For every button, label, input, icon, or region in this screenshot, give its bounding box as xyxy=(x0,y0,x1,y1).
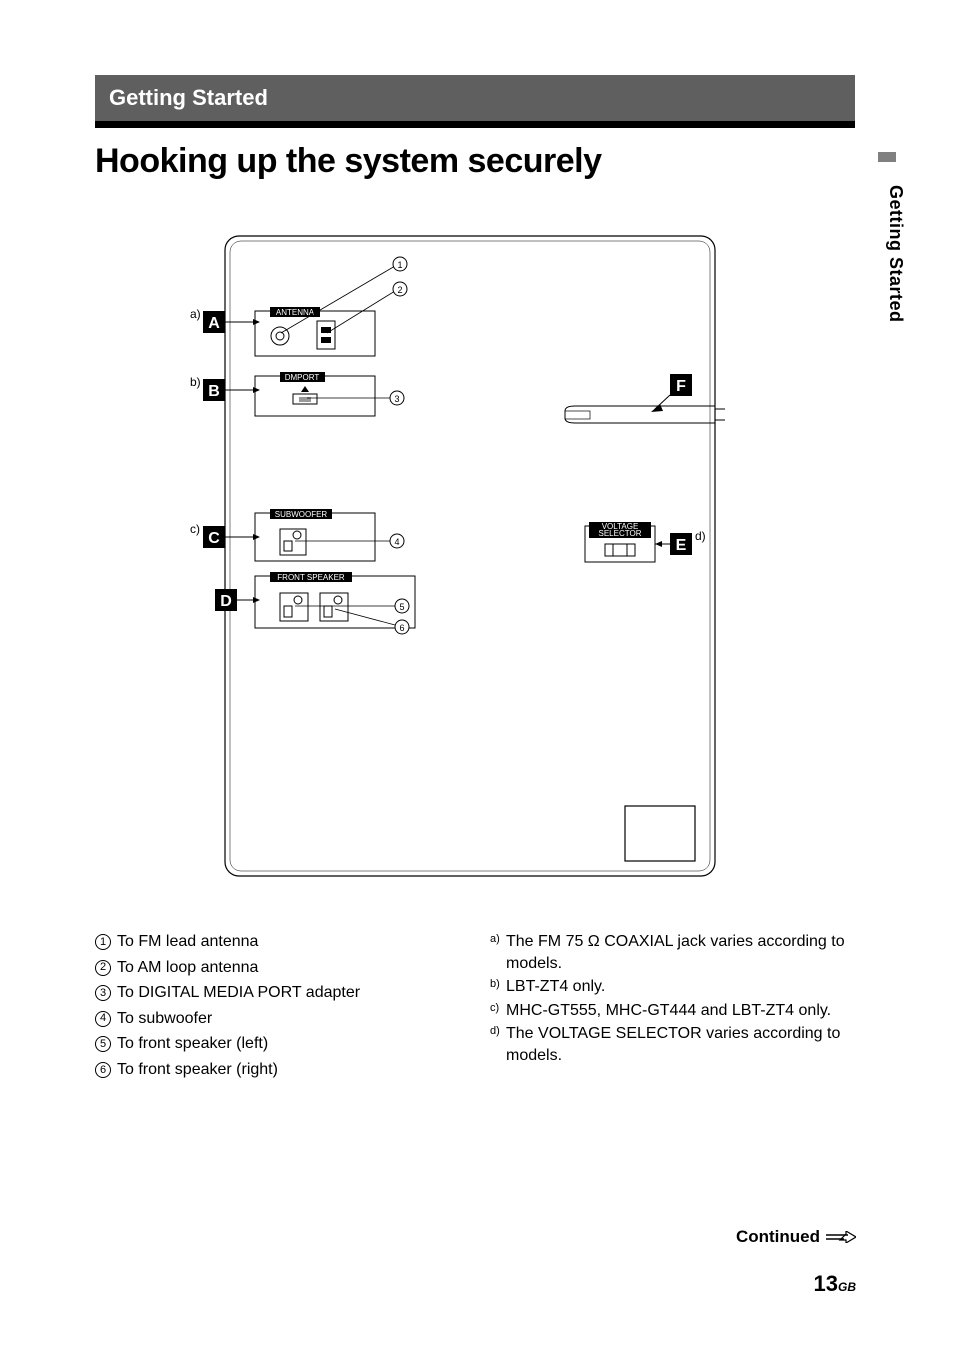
footnote-a-marker: a) xyxy=(190,307,201,321)
footnote-sup: c) xyxy=(490,1000,506,1016)
marker-f: F xyxy=(676,378,686,395)
legend: 1To FM lead antenna 2To AM loop antenna … xyxy=(95,931,855,1085)
section-header: Getting Started xyxy=(95,75,855,128)
marker-e: E xyxy=(676,537,687,554)
footnote-d-marker: d) xyxy=(695,529,706,543)
legend-text: To front speaker (right) xyxy=(117,1059,278,1081)
footnote-sup: b) xyxy=(490,976,506,992)
marker-a: A xyxy=(208,315,220,332)
page-content: Getting Started Hooking up the system se… xyxy=(95,75,855,1085)
page-title: Hooking up the system securely xyxy=(95,142,855,181)
marker-b: B xyxy=(208,383,220,400)
marker-d: D xyxy=(220,593,232,610)
footnote-text: The VOLTAGE SELECTOR varies according to… xyxy=(506,1023,855,1066)
legend-item: 3 To DIGITAL MEDIA PORT adapter xyxy=(95,982,460,1004)
legend-item: 4 To subwoofer xyxy=(95,1008,460,1030)
side-section-label: Getting Started xyxy=(885,185,906,323)
side-tab-marker xyxy=(878,152,896,162)
footnote-c-marker: c) xyxy=(190,522,200,536)
legend-num: 6 xyxy=(95,1062,111,1078)
legend-num: 3 xyxy=(95,985,111,1001)
label-subwoofer: SUBWOOFER xyxy=(275,510,328,519)
page-number-value: 13 xyxy=(814,1271,838,1296)
footnote-b-marker: b) xyxy=(190,375,201,389)
marker-c: C xyxy=(208,530,220,547)
footnote-sup: a) xyxy=(490,931,506,947)
legend-right-column: a)The FM 75 Ω COAXIAL jack varies accord… xyxy=(490,931,855,1085)
footnote-item: a)The FM 75 Ω COAXIAL jack varies accord… xyxy=(490,931,855,974)
continued-indicator: Continued xyxy=(736,1227,856,1247)
callout-3: 3 xyxy=(394,394,399,404)
connection-diagram: ANTENNA DMPORT SUBWOOFER xyxy=(95,211,855,911)
legend-num: 1 xyxy=(95,934,111,950)
callout-1: 1 xyxy=(397,260,402,270)
legend-item: 1 To FM lead antenna xyxy=(95,931,460,953)
legend-item: 6 To front speaker (right) xyxy=(95,1059,460,1081)
continued-arrow-icon xyxy=(826,1231,856,1243)
legend-num: 4 xyxy=(95,1011,111,1027)
legend-text: To DIGITAL MEDIA PORT adapter xyxy=(117,982,360,1004)
footnote-text: MHC-GT555, MHC-GT444 and LBT-ZT4 only. xyxy=(506,1000,831,1022)
label-front-speaker: FRONT SPEAKER xyxy=(277,573,345,582)
label-antenna: ANTENNA xyxy=(276,308,315,317)
callout-5: 5 xyxy=(399,602,404,612)
legend-left-column: 1To FM lead antenna 2To AM loop antenna … xyxy=(95,931,460,1085)
legend-text: To front speaker (left) xyxy=(117,1033,268,1055)
legend-text: To FM lead antenna xyxy=(117,931,258,953)
legend-text: To subwoofer xyxy=(117,1008,212,1030)
legend-num: 2 xyxy=(95,960,111,976)
footnote-item: b)LBT-ZT4 only. xyxy=(490,976,855,998)
footnote-text: The FM 75 Ω COAXIAL jack varies accordin… xyxy=(506,931,855,974)
page-number: 13GB xyxy=(814,1271,856,1297)
callout-4: 4 xyxy=(394,537,399,547)
label-voltage-2: SELECTOR xyxy=(599,529,642,538)
label-dmport: DMPORT xyxy=(285,373,320,382)
legend-item: 2 To AM loop antenna xyxy=(95,957,460,979)
legend-num: 5 xyxy=(95,1036,111,1052)
legend-item: 5 To front speaker (left) xyxy=(95,1033,460,1055)
legend-text: To AM loop antenna xyxy=(117,957,258,979)
callout-6: 6 xyxy=(399,623,404,633)
footnote-item: d)The VOLTAGE SELECTOR varies according … xyxy=(490,1023,855,1066)
footnote-sup: d) xyxy=(490,1023,506,1039)
footnote-item: c)MHC-GT555, MHC-GT444 and LBT-ZT4 only. xyxy=(490,1000,855,1022)
continued-text: Continued xyxy=(736,1227,820,1247)
page-region: GB xyxy=(838,1280,856,1294)
callout-2: 2 xyxy=(397,285,402,295)
footnote-text: LBT-ZT4 only. xyxy=(506,976,605,998)
